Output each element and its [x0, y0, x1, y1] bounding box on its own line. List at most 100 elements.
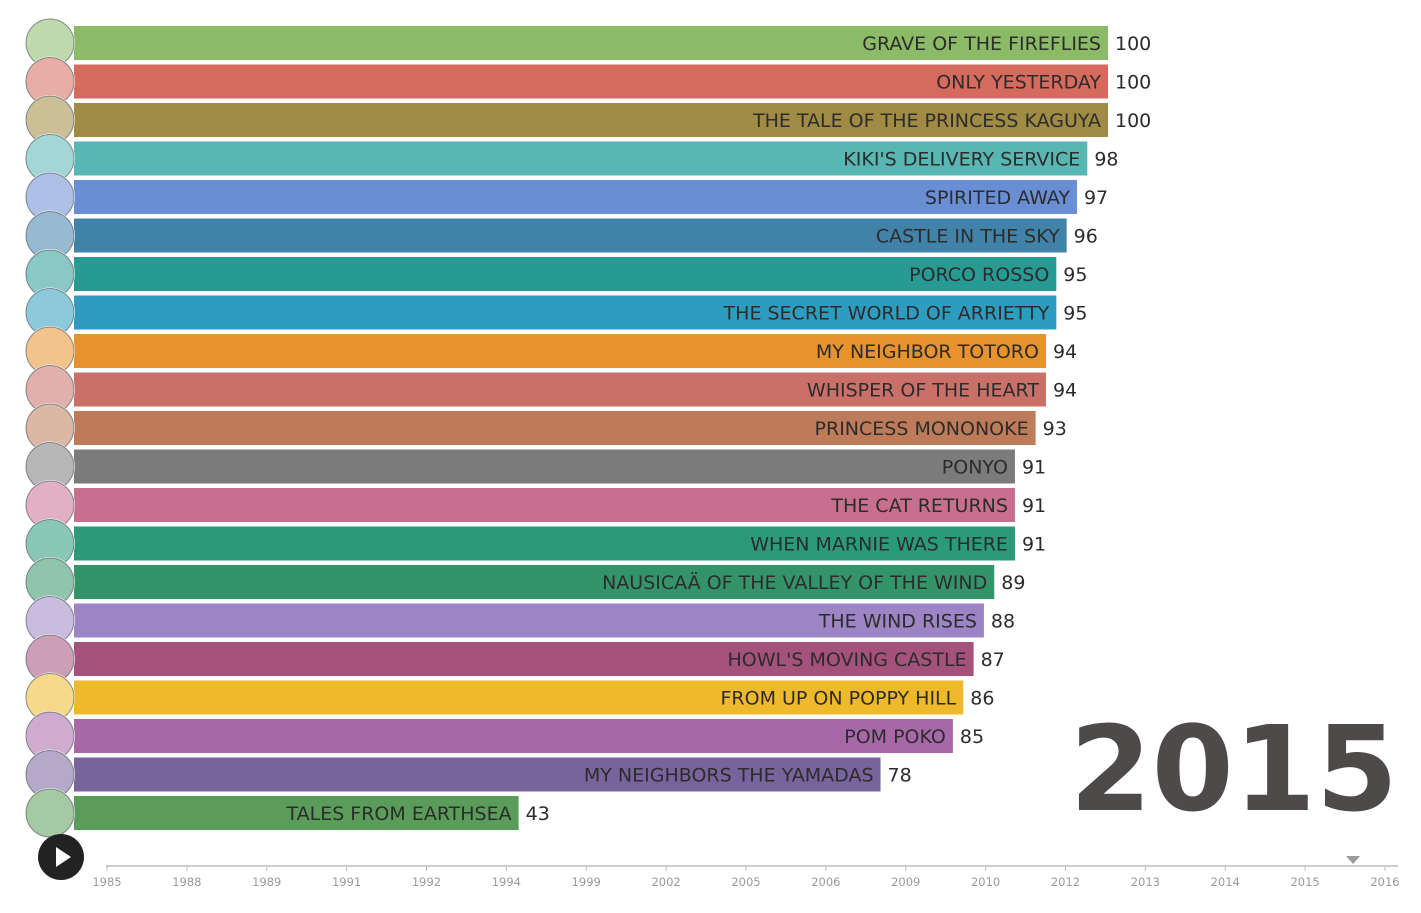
bar [74, 257, 1057, 291]
movie-poster-icon [25, 172, 75, 222]
bar [74, 719, 953, 753]
play-button[interactable] [38, 834, 84, 880]
timeline-tick-label[interactable]: 2015 [1290, 875, 1319, 889]
bar-value-label: 89 [1001, 572, 1025, 594]
bar-value-label: 85 [960, 726, 984, 748]
movie-poster-icon [25, 56, 75, 107]
timeline-tick-label[interactable]: 2009 [891, 875, 920, 889]
bar-label: FROM UP ON POPPY HILL [720, 688, 956, 710]
bar-group: HOWL'S MOVING CASTLE 87 [74, 642, 1005, 676]
current-year-label: 2015 [1070, 700, 1398, 838]
bar-value-label: 98 [1094, 149, 1118, 171]
bar-group: NAUSICAÄ OF THE VALLEY OF THE WIND 89 [74, 565, 1025, 599]
bar-label: WHISPER OF THE HEART [807, 380, 1039, 402]
bar-value-label: 95 [1063, 303, 1087, 325]
avatar-fill [26, 327, 74, 375]
bar-label: NAUSICAÄ OF THE VALLEY OF THE WIND [602, 571, 987, 594]
bar [74, 603, 984, 638]
bar-value-label: 95 [1063, 264, 1087, 286]
movie-poster-icon [25, 249, 75, 299]
bar [74, 334, 1046, 368]
bar-group: MY NEIGHBOR TOTORO 94 [74, 334, 1077, 368]
movie-poster-icon [25, 749, 75, 800]
timeline-tick-label[interactable]: 1991 [332, 875, 361, 889]
movie-poster-icon [25, 287, 75, 338]
bar-group: PRINCESS MONONOKE 93 [74, 411, 1067, 445]
triangle-down-icon[interactable] [1346, 856, 1361, 864]
bar [74, 141, 1088, 176]
bar-label: THE TALE OF THE PRINCESS KAGUYA [752, 110, 1101, 132]
timeline-tick-label[interactable]: 1985 [92, 875, 121, 889]
movie-poster-icon [25, 711, 75, 761]
avatar-fill [26, 173, 74, 221]
avatar-fill [26, 57, 74, 106]
timeline-tick-label[interactable]: 2005 [731, 875, 760, 889]
bar [74, 295, 1057, 330]
bar-value-label: 86 [970, 688, 994, 710]
avatar-fill [26, 250, 74, 298]
movie-poster-icon [25, 518, 75, 569]
bar-value-label: 87 [981, 649, 1005, 671]
bar [74, 642, 974, 676]
bar-group: THE CAT RETURNS 91 [74, 488, 1046, 522]
bar-value-label: 91 [1022, 534, 1046, 556]
bar-group: CASTLE IN THE SKY 96 [74, 218, 1098, 253]
bar-value-label: 94 [1053, 380, 1077, 402]
bar-group: THE SECRET WORLD OF ARRIETTY 95 [74, 295, 1087, 330]
bar [74, 26, 1108, 60]
avatar-fill [26, 519, 74, 568]
poster-avatars-layer [25, 18, 75, 838]
bar-value-label: 88 [991, 611, 1015, 633]
bar-group: WHISPER OF THE HEART 94 [74, 372, 1077, 407]
bar-label: PONYO [942, 457, 1008, 479]
timeline-tick-label[interactable]: 2012 [1051, 875, 1080, 889]
timeline-tick-label[interactable]: 1988 [172, 875, 201, 889]
bar-group: FROM UP ON POPPY HILL 86 [74, 680, 994, 715]
bar-label: WHEN MARNIE WAS THERE [750, 534, 1008, 556]
bar-value-label: 97 [1084, 187, 1108, 209]
bar-value-label: 91 [1022, 457, 1046, 479]
bar-label: POM POKO [844, 726, 946, 748]
bar [74, 526, 1015, 561]
avatar-fill [26, 596, 74, 645]
timeline-tick-label[interactable]: 2013 [1131, 875, 1160, 889]
timeline-tick-label[interactable]: 1999 [572, 875, 601, 889]
bar-label: THE CAT RETURNS [830, 495, 1008, 517]
avatar-fill [26, 481, 74, 529]
movie-poster-icon [25, 18, 75, 68]
timeline-tick-label[interactable]: 2002 [651, 875, 680, 889]
timeline-tick-label[interactable]: 2014 [1211, 875, 1240, 889]
avatar-fill [26, 96, 74, 144]
timeline-tick-label[interactable]: 2010 [971, 875, 1000, 889]
timeline-tick-label[interactable]: 1994 [492, 875, 521, 889]
timeline-tick-label[interactable]: 2016 [1370, 875, 1399, 889]
bar-group: TALES FROM EARTHSEA 43 [74, 796, 550, 830]
avatar-fill [26, 635, 74, 683]
bar-group: THE WIND RISES 88 [74, 603, 1015, 638]
bar-label: PRINCESS MONONOKE [815, 418, 1029, 440]
bar-label: KIKI'S DELIVERY SERVICE [843, 149, 1080, 171]
bar-value-label: 43 [526, 803, 550, 825]
bar [74, 103, 1108, 137]
timeline-tick-label[interactable]: 1992 [412, 875, 441, 889]
timeline-tick-label[interactable]: 1989 [252, 875, 281, 889]
bar-group: MY NEIGHBORS THE YAMADAS 78 [74, 757, 912, 792]
avatar-fill [26, 750, 74, 799]
bar [74, 565, 995, 599]
avatar-fill [26, 404, 74, 452]
timeline-tick-label[interactable]: 2006 [811, 875, 840, 889]
timeline[interactable]: 1985 1988 1989 1991 1992 1994 1999 2002 2005 2006… [92, 856, 1400, 889]
bar-label: GRAVE OF THE FIREFLIES [862, 33, 1101, 55]
bar-value-label: 78 [888, 765, 912, 787]
bar-label: MY NEIGHBORS THE YAMADAS [584, 765, 874, 787]
avatar-fill [26, 558, 74, 606]
movie-poster-icon [25, 133, 75, 184]
bar [74, 488, 1015, 522]
movie-poster-icon [25, 557, 75, 607]
movie-poster-icon [25, 403, 75, 453]
bar [74, 757, 881, 792]
avatar-fill [26, 19, 74, 67]
movie-poster-icon [25, 95, 75, 145]
